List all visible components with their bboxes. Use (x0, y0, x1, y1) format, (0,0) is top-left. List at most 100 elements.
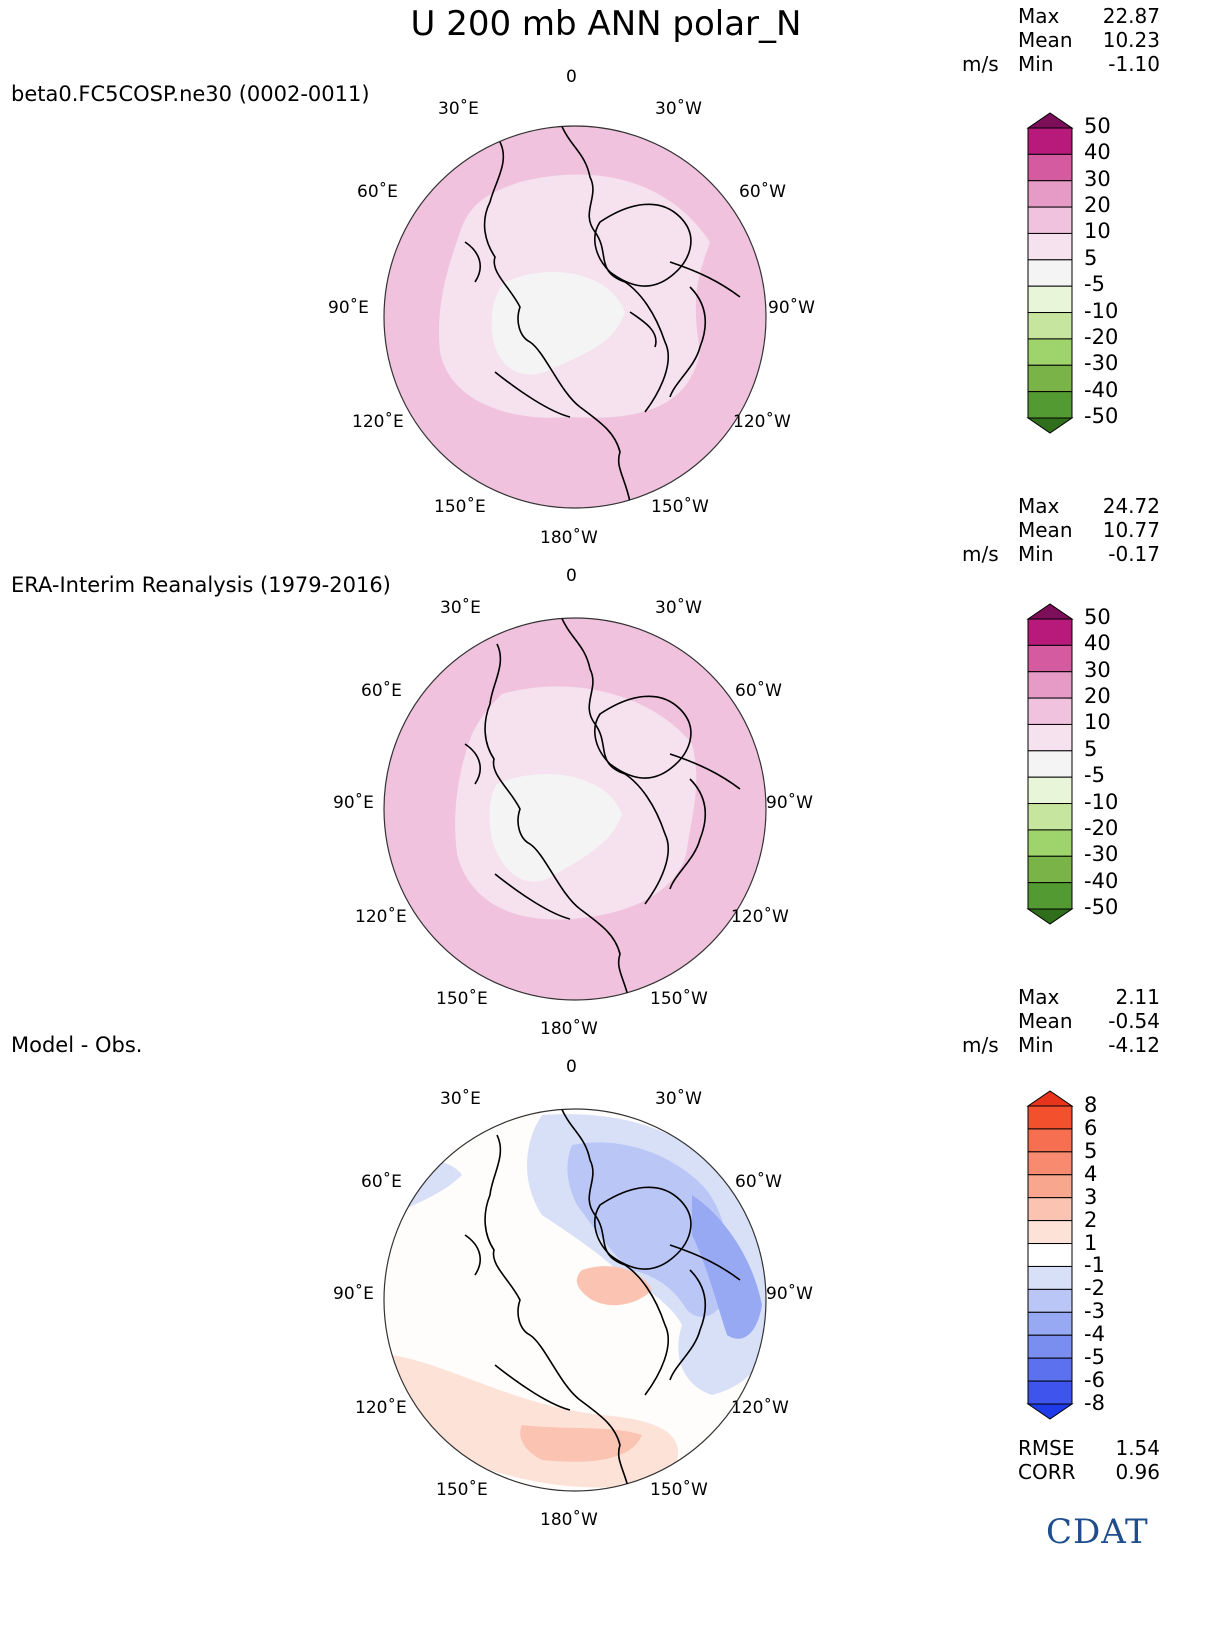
max-label: Max (1018, 985, 1060, 1009)
colorbar-tick-label: -40 (1084, 868, 1119, 893)
lon-label-30w: 30˚W (655, 99, 702, 119)
lon-label-90w: 90˚W (766, 793, 813, 813)
colorbar-tick-label: -30 (1084, 351, 1119, 376)
colorbar-tick-label: -2 (1084, 1276, 1105, 1301)
lon-label-60e: 60˚E (361, 1172, 402, 1192)
lon-label-150w: 150˚W (650, 989, 708, 1009)
unit-label: m/s (962, 542, 999, 566)
colorbar-tick-label: 50 (1084, 605, 1111, 629)
lon-label-150e: 150˚E (434, 497, 486, 517)
colorbar-segment (1027, 285, 1073, 314)
colorbar-segment (1027, 750, 1073, 778)
max-label: Max (1018, 494, 1060, 518)
colorbar-top-arrow (1026, 1090, 1074, 1107)
colorbar-segment (1027, 723, 1073, 752)
colorbar-segment (1027, 1265, 1073, 1290)
mean-value: 10.23 (1102, 28, 1160, 52)
stats-block: Max 22.87 Mean 10.23 m/s Min -1.10 (962, 4, 1160, 76)
corr-label: CORR (1018, 1460, 1076, 1484)
colorbar-tick-label: 5 (1084, 245, 1098, 270)
colorbar-segment (1027, 1105, 1073, 1130)
colorbar-bottom-arrow (1026, 908, 1074, 925)
mean-value: -0.54 (1108, 1009, 1160, 1033)
colorbar-tick-label: 50 (1084, 114, 1111, 138)
colorbar-segment (1027, 1380, 1073, 1405)
polar-map-difference (383, 1108, 767, 1492)
colorbar-segment (1027, 1311, 1073, 1336)
unit-label: m/s (962, 52, 999, 76)
colorbar-tick-label: 10 (1084, 219, 1111, 244)
lon-label-150w: 150˚W (651, 497, 709, 517)
colorbar-tick-label: -50 (1084, 895, 1119, 919)
lon-label-60e: 60˚E (357, 182, 398, 202)
lon-label-0: 0 (566, 566, 577, 586)
lon-label-120e: 120˚E (355, 907, 407, 927)
cdat-logo: CDAT (1046, 1512, 1149, 1552)
colorbar-segment (1027, 1128, 1073, 1153)
mean-value: 10.77 (1102, 518, 1160, 542)
colorbar-tick-label: -10 (1084, 298, 1119, 323)
colorbar-tick-label: 6 (1084, 1115, 1098, 1140)
colorbar-tick-label: -8 (1084, 1391, 1105, 1415)
lon-label-30w: 30˚W (655, 1089, 702, 1109)
colorbar-top-arrow (1026, 112, 1074, 129)
lon-label-90e: 90˚E (333, 793, 374, 813)
figure-title: U 200 mb ANN polar_N (410, 4, 802, 44)
lon-label-60w: 60˚W (735, 1172, 782, 1192)
colorbar-segment (1027, 882, 1073, 910)
colorbar-top-arrow (1026, 603, 1074, 620)
colorbar-tick-label: 2 (1084, 1207, 1098, 1232)
colorbar-bottom-arrow (1026, 1403, 1074, 1420)
min-label: Min (1018, 1033, 1054, 1057)
colorbar-tick-label: -5 (1084, 272, 1105, 297)
colorbar-segment (1027, 364, 1073, 393)
colorbar-segment (1027, 829, 1073, 857)
min-label: Min (1018, 52, 1054, 76)
lon-label-150w: 150˚W (650, 1480, 708, 1500)
min-value: -1.10 (1108, 52, 1160, 76)
colorbar-tick-label: 30 (1084, 166, 1111, 191)
colorbar-bottom-arrow (1026, 417, 1074, 434)
colorbar-segment (1027, 1174, 1073, 1199)
unit-label: m/s (962, 1033, 999, 1057)
colorbar-segment (1027, 153, 1073, 182)
mean-label: Mean (1018, 28, 1073, 52)
colorbar-tick-label: -1 (1084, 1253, 1105, 1278)
lon-label-30e: 30˚E (440, 1089, 481, 1109)
colorbar-segment (1027, 1334, 1073, 1359)
colorbar-tick-label: 4 (1084, 1161, 1098, 1186)
colorbar-tick-label: 10 (1084, 710, 1111, 735)
colorbar (1026, 1090, 1074, 1420)
colorbar-tick-label: -20 (1084, 324, 1119, 349)
colorbar-segment (1027, 1197, 1073, 1222)
colorbar-tick-label: -5 (1084, 1345, 1105, 1370)
lon-label-60e: 60˚E (361, 681, 402, 701)
colorbar-segment (1027, 618, 1073, 646)
lon-label-90w: 90˚W (766, 1284, 813, 1304)
mean-label: Mean (1018, 518, 1073, 542)
rmse-value: 1.54 (1115, 1436, 1160, 1460)
lon-label-90w: 90˚W (768, 298, 815, 318)
lon-label-0: 0 (566, 67, 577, 87)
colorbar-segment (1027, 1151, 1073, 1176)
rmse-corr-block: RMSE 1.54 CORR 0.96 (1018, 1436, 1160, 1484)
colorbar-segment (1027, 1288, 1073, 1313)
corr-value: 0.96 (1115, 1460, 1160, 1484)
lon-label-180w: 180˚W (540, 528, 598, 548)
lon-label-120e: 120˚E (352, 412, 404, 432)
lon-label-120w: 120˚W (731, 1398, 789, 1418)
colorbar-tick-label: 8 (1084, 1093, 1098, 1117)
polar-map-obs (383, 617, 767, 1001)
min-value: -4.12 (1108, 1033, 1160, 1057)
lon-label-30e: 30˚E (440, 598, 481, 618)
colorbar-segment (1027, 259, 1073, 287)
colorbar-segment (1027, 1220, 1073, 1245)
max-value: 2.11 (1115, 985, 1160, 1009)
colorbar (1026, 112, 1074, 434)
colorbar-segment (1027, 180, 1073, 208)
panel-title: ERA-Interim Reanalysis (1979-2016) (11, 573, 391, 597)
colorbar-tick-label: 5 (1084, 736, 1098, 761)
polar-map-model (383, 125, 767, 509)
max-label: Max (1018, 4, 1060, 28)
colorbar-segment (1027, 1357, 1073, 1382)
